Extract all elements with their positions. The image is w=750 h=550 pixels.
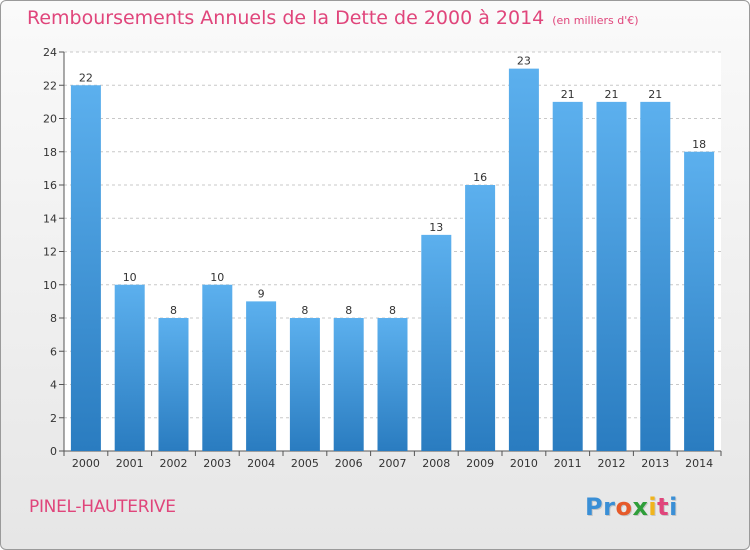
y-tick-label: 20 bbox=[43, 113, 57, 126]
bar bbox=[421, 234, 452, 451]
bar bbox=[552, 101, 583, 451]
x-tick-label: 2013 bbox=[641, 457, 669, 470]
y-tick-label: 24 bbox=[43, 46, 57, 59]
bar bbox=[508, 68, 539, 451]
x-tick-label: 2007 bbox=[379, 457, 407, 470]
bar bbox=[684, 151, 715, 451]
y-tick-label: 16 bbox=[43, 179, 57, 192]
x-tick-label: 2012 bbox=[598, 457, 626, 470]
x-tick-label: 2011 bbox=[554, 457, 582, 470]
bar-value-label: 9 bbox=[258, 287, 265, 300]
logo-letter: P bbox=[585, 493, 604, 521]
x-tick-label: 2002 bbox=[160, 457, 188, 470]
x-tick-label: 2010 bbox=[510, 457, 538, 470]
chart-title: Remboursements Annuels de la Dette de 20… bbox=[27, 7, 639, 29]
bar bbox=[596, 101, 627, 451]
commune-name: PINEL-HAUTERIVE bbox=[29, 497, 176, 517]
bar-value-label: 18 bbox=[692, 138, 706, 151]
bar bbox=[377, 318, 408, 451]
bar-value-label: 21 bbox=[648, 88, 662, 101]
logo-letter: o bbox=[615, 493, 633, 521]
bar-value-label: 10 bbox=[210, 271, 224, 284]
bar bbox=[202, 284, 233, 451]
y-tick-label: 10 bbox=[43, 279, 57, 292]
y-tick-label: 18 bbox=[43, 146, 57, 159]
bar-value-label: 22 bbox=[79, 71, 93, 84]
x-tick-label: 2003 bbox=[203, 457, 231, 470]
bar bbox=[70, 85, 101, 451]
bar-value-label: 8 bbox=[345, 304, 352, 317]
logo-letter: r bbox=[603, 493, 616, 521]
bar bbox=[465, 185, 496, 451]
logo-letter: x bbox=[632, 493, 649, 521]
x-tick-label: 2008 bbox=[422, 457, 450, 470]
y-tick-label: 6 bbox=[50, 345, 57, 358]
bar-value-label: 10 bbox=[123, 271, 137, 284]
bar bbox=[333, 318, 364, 451]
x-tick-label: 2014 bbox=[685, 457, 713, 470]
y-tick-label: 12 bbox=[43, 246, 57, 259]
bar bbox=[114, 284, 145, 451]
x-tick-label: 2004 bbox=[247, 457, 275, 470]
y-tick-label: 14 bbox=[43, 212, 57, 225]
bar-value-label: 21 bbox=[605, 88, 619, 101]
bar-value-label: 13 bbox=[429, 221, 443, 234]
x-tick-label: 2001 bbox=[116, 457, 144, 470]
bar-value-label: 23 bbox=[517, 55, 531, 68]
bar-value-label: 21 bbox=[561, 88, 575, 101]
bar-value-label: 8 bbox=[301, 304, 308, 317]
chart-title-text: Remboursements Annuels de la Dette de 20… bbox=[27, 7, 545, 29]
x-tick-label: 2009 bbox=[466, 457, 494, 470]
y-tick-label: 8 bbox=[50, 312, 57, 325]
logo-letter: t bbox=[657, 493, 670, 521]
bar bbox=[289, 318, 320, 451]
y-tick-label: 2 bbox=[50, 412, 57, 425]
bar-value-label: 8 bbox=[170, 304, 177, 317]
bar bbox=[640, 101, 671, 451]
proxiti-logo: Proxiti bbox=[585, 493, 678, 521]
bar bbox=[246, 301, 277, 451]
logo-letter: i bbox=[648, 493, 658, 521]
y-tick-label: 4 bbox=[50, 379, 57, 392]
x-tick-label: 2006 bbox=[335, 457, 363, 470]
logo-letter: i bbox=[669, 493, 678, 521]
bar-value-label: 8 bbox=[389, 304, 396, 317]
y-tick-label: 22 bbox=[43, 79, 57, 92]
unit-note: (en milliers d'€) bbox=[552, 14, 639, 27]
x-tick-label: 2000 bbox=[72, 457, 100, 470]
bar bbox=[158, 318, 189, 451]
y-tick-label: 0 bbox=[50, 445, 57, 458]
bar-value-label: 16 bbox=[473, 171, 487, 184]
x-tick-label: 2005 bbox=[291, 457, 319, 470]
